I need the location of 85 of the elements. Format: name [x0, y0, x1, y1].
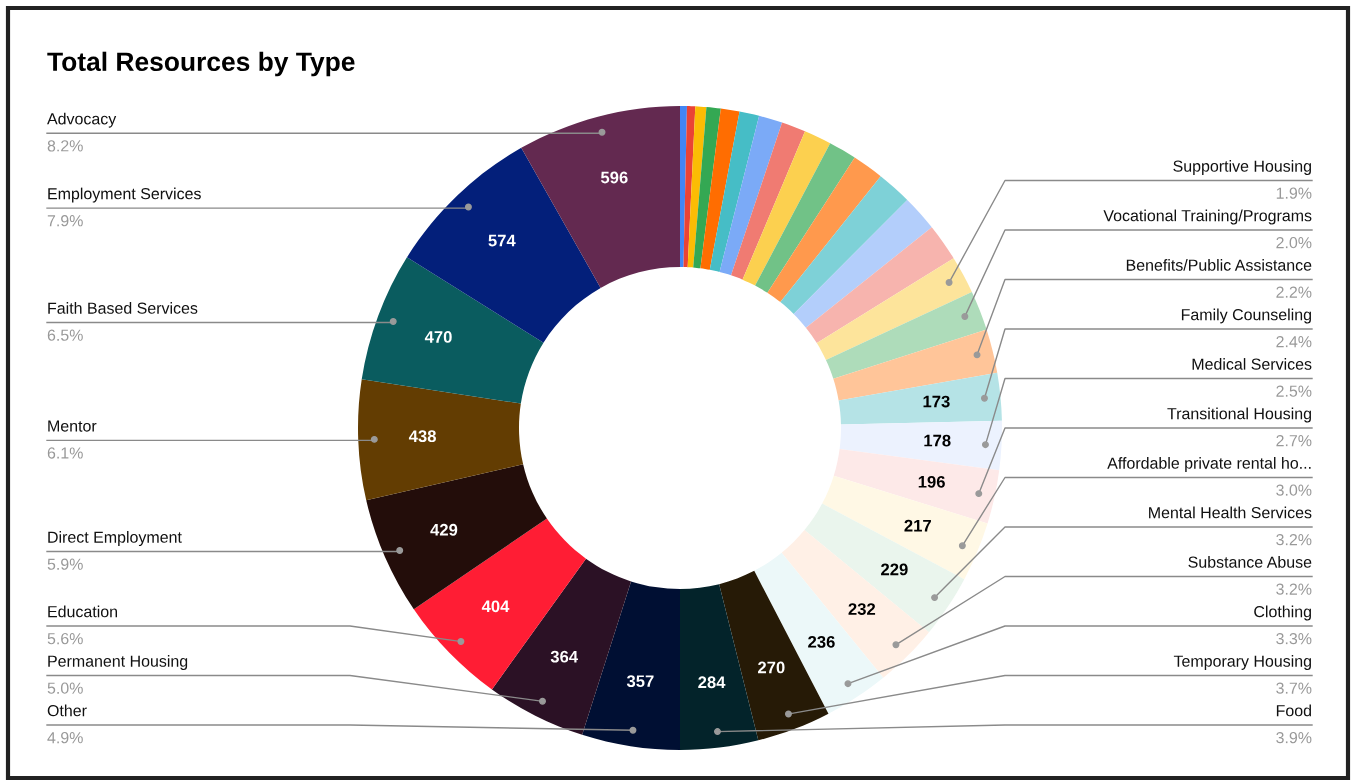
slice-label: Medical Services: [1192, 358, 1312, 370]
donut-slice: [742, 131, 831, 286]
donut-slice: [838, 372, 1002, 425]
data-label: 270: [758, 661, 785, 674]
data-label: 232: [848, 603, 876, 615]
slice-label: Supportive Housing: [1173, 160, 1311, 175]
slice-label: Mentor: [48, 420, 97, 432]
slice-label: Substance Abuse: [1188, 556, 1312, 568]
text: 2.0%: [1276, 236, 1312, 249]
donut-slice: [825, 292, 987, 379]
slice-label: Education: [48, 605, 117, 618]
slice-label: Faith Based Services: [48, 302, 198, 314]
donut-slice: [731, 122, 806, 280]
donut-slice: [755, 143, 855, 293]
text: 3.2%: [1276, 533, 1312, 546]
donut-slice: [709, 111, 760, 272]
donut-slice: [406, 147, 601, 343]
text: 4.9%: [47, 731, 83, 744]
data-label: 404: [481, 600, 510, 613]
slice-label: Food: [1276, 704, 1311, 717]
data-label: 173: [923, 395, 950, 408]
donut-slice: [680, 106, 687, 268]
donut-slice: [680, 584, 759, 750]
data-label: 364: [550, 650, 579, 663]
donut-slice: [687, 106, 707, 268]
data-label: 196: [918, 475, 945, 488]
donut-slice: [816, 258, 972, 361]
donut-slice: [719, 115, 783, 276]
slice-label: Direct Employment: [48, 531, 182, 546]
donut-slice: [521, 106, 680, 288]
donut-slice: [793, 199, 932, 328]
slice-label: Affordable private rental ho...: [1107, 457, 1311, 472]
slice-label: Family Counseling: [1181, 308, 1311, 324]
slice-label: Transitional Housing: [1167, 407, 1311, 423]
donut-slice: [700, 108, 740, 270]
donut-slice: [839, 420, 1002, 471]
data-label: 470: [424, 331, 452, 343]
text: 3.9%: [1276, 731, 1312, 744]
text: 3.0%: [1276, 484, 1312, 496]
text: 7.9%: [47, 215, 83, 227]
chart-title: Total Resources by Type: [47, 51, 355, 77]
text: 1.9%: [1276, 187, 1312, 199]
text: 6.5%: [47, 329, 83, 341]
text: 2.4%: [1276, 335, 1312, 348]
text: 8.2%: [47, 140, 83, 152]
slice-label: Mental Health Services: [1149, 506, 1312, 519]
data-label: 284: [698, 676, 726, 689]
slice-label: Advocacy: [47, 112, 117, 128]
donut-slice: [413, 518, 586, 690]
donut-slice: [804, 503, 965, 633]
text: 6.1%: [47, 447, 83, 459]
donut-slice: [780, 176, 908, 314]
donut-slice: [358, 379, 524, 501]
donut-slice: [693, 107, 721, 269]
data-label: 574: [488, 234, 516, 247]
data-label: 217: [904, 519, 931, 532]
data-label: 429: [430, 523, 458, 536]
slice-label: Vocational Training/Programs: [1103, 209, 1312, 225]
slice-label: Benefits/Public Assistance: [1126, 259, 1312, 271]
slice-label: Permanent Housing: [48, 655, 188, 670]
data-label: 438: [408, 430, 436, 443]
text: 2.2%: [1276, 286, 1312, 298]
text: 5.6%: [47, 632, 83, 645]
text: 3.2%: [1276, 583, 1312, 595]
donut-slice: [683, 106, 696, 268]
data-label: 357: [626, 675, 654, 688]
data-label: 596: [600, 171, 628, 184]
text: 2.7%: [1276, 434, 1312, 447]
donut-slice: [582, 581, 680, 750]
data-label: 236: [808, 635, 835, 648]
data-label: 229: [881, 563, 908, 576]
slice-label: Temporary Housing: [1173, 655, 1311, 670]
donut-slice: [822, 475, 988, 580]
donut-slice: [805, 227, 954, 344]
text: 3.3%: [1276, 632, 1312, 645]
data-label: 178: [924, 434, 951, 447]
slice-label: Clothing: [1254, 605, 1311, 621]
slice-label: Employment Services: [48, 187, 201, 203]
donut-slice: [361, 257, 544, 404]
donut-slice: [767, 157, 881, 303]
text: 5.0%: [47, 682, 83, 694]
text: 5.9%: [47, 558, 83, 570]
text: 2.5%: [1276, 385, 1312, 397]
text: 3.7%: [1276, 682, 1312, 694]
slice-label: Other: [47, 704, 87, 717]
